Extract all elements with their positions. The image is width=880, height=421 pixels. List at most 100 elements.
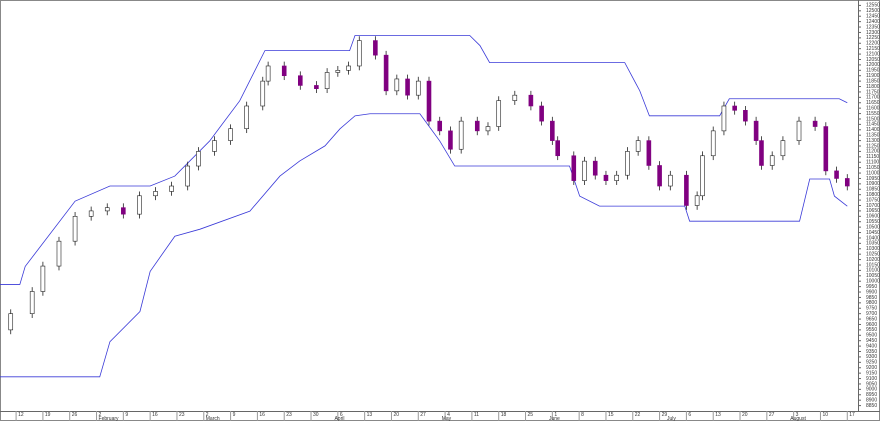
month-label: July (667, 416, 676, 421)
candle-body (512, 94, 518, 101)
x-tick-label: 23 (179, 412, 185, 418)
y-tick-label: 9350 (866, 349, 877, 355)
x-tick-label: 9 (233, 412, 236, 418)
y-tick-label: 12150 (866, 46, 880, 52)
y-tick-label: 10650 (866, 208, 880, 214)
candle-body (684, 174, 689, 206)
month-label: March (206, 416, 220, 421)
y-tick-label: 9000 (866, 387, 877, 393)
candle-body (694, 195, 700, 206)
y-tick-label: 10800 (866, 192, 880, 198)
y-tick-label: 10400 (866, 235, 880, 241)
candle-body (753, 120, 759, 141)
y-tick-label: 10250 (866, 251, 880, 257)
y-tick-label: 9800 (866, 300, 877, 306)
y-tick-label: 11850 (866, 78, 880, 84)
y-tick-label: 11450 (866, 122, 880, 128)
candle-body (137, 195, 142, 215)
y-tick-label: 11150 (866, 154, 879, 160)
y-tick-label: 11050 (866, 165, 880, 171)
y-tick-label: 11500 (866, 116, 880, 122)
month-label: August (790, 416, 806, 421)
x-tick-label: 15 (608, 412, 614, 418)
x-tick-label: 6 (688, 412, 691, 418)
candle-body (496, 100, 502, 127)
candle-body (185, 165, 190, 187)
y-tick-label: 9550 (866, 327, 877, 333)
y-tick-label: 10350 (866, 241, 880, 247)
candle-body (614, 174, 619, 181)
candle-body (346, 65, 351, 71)
y-tick-label: 9750 (866, 306, 877, 312)
candle-body (555, 140, 561, 157)
y-tick-label: 10950 (866, 176, 880, 182)
y-tick-label: 9150 (866, 370, 877, 376)
y-tick-label: 10150 (866, 262, 880, 268)
y-tick-label: 8900 (866, 398, 877, 404)
candle-body (335, 70, 341, 73)
candle-body (485, 126, 491, 132)
y-tick-label: 10550 (866, 219, 880, 225)
candle-body (550, 120, 555, 141)
y-tick-label: 12200 (866, 41, 880, 47)
candle-body (8, 313, 14, 331)
y-tick-label: 11250 (866, 143, 880, 149)
y-tick-label: 11200 (866, 149, 880, 155)
y-tick-label: 9300 (866, 354, 877, 360)
y-tick-label: 9600 (866, 322, 877, 328)
y-tick-label: 12250 (866, 35, 880, 41)
candle-body (635, 140, 641, 152)
candle-body (314, 85, 319, 89)
candle-body (297, 75, 303, 86)
candle-body (780, 140, 786, 157)
y-tick-label: 9650 (866, 316, 877, 322)
candle-body (625, 151, 630, 176)
candle-body (474, 120, 480, 132)
y-tick-label: 9200 (866, 365, 877, 371)
candle-body (721, 105, 727, 132)
candle-body (153, 191, 158, 197)
y-tick-label: 11950 (866, 68, 880, 74)
y-tick-label: 11550 (866, 111, 880, 117)
candle-body (437, 120, 443, 132)
candle-body (228, 128, 233, 141)
x-tick-label: 8 (581, 412, 584, 418)
candle-body (40, 265, 46, 292)
y-tick-label: 12400 (866, 19, 880, 25)
candle-body (668, 174, 673, 187)
candle-body (603, 174, 609, 181)
month-label: February (99, 416, 120, 421)
candle-body (759, 140, 764, 166)
y-tick-label: 9250 (866, 360, 877, 366)
candle-body (458, 120, 464, 150)
y-tick-label: 9100 (866, 376, 877, 382)
candle-body (72, 216, 78, 242)
y-tick-label: 11350 (866, 133, 880, 139)
candle-body (265, 65, 271, 82)
candle-body (356, 40, 362, 67)
x-tick-label: 16 (259, 412, 265, 418)
y-tick-label: 11700 (866, 95, 880, 101)
y-tick-label: 11000 (866, 170, 880, 176)
y-tick-label: 10750 (866, 197, 880, 203)
candle-body (834, 170, 839, 179)
y-tick-label: 10600 (866, 214, 880, 220)
candle-body (528, 94, 534, 107)
candle-body (796, 120, 802, 141)
candle-body (646, 140, 652, 166)
candle-body (448, 130, 453, 150)
y-tick-label: 11900 (866, 73, 880, 79)
y-tick-label: 11600 (866, 105, 880, 111)
x-tick-label: 27 (420, 412, 426, 418)
candle-body (88, 210, 94, 217)
y-tick-label: 11400 (866, 127, 880, 133)
y-tick-label: 8950 (866, 392, 877, 398)
candle-body (812, 120, 818, 127)
candle-body (383, 54, 389, 92)
y-tick-label: 10900 (866, 181, 880, 187)
x-tick-label: 16 (152, 412, 158, 418)
y-tick-label: 11300 (866, 138, 880, 144)
candle-body (426, 80, 432, 122)
y-tick-label: 10300 (866, 246, 880, 252)
